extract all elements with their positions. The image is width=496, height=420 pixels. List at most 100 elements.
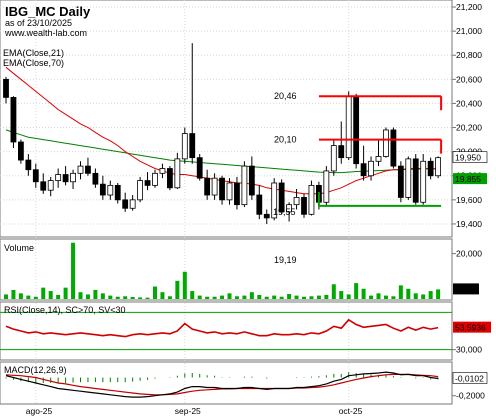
bear-candle — [40, 181, 47, 191]
bear-candle — [353, 95, 360, 165]
resistance-level-label: 20,46 — [274, 91, 297, 101]
ema21-label: EMA(Close,21) — [3, 48, 64, 58]
volume-bar — [63, 287, 68, 299]
bear-candle — [256, 194, 263, 215]
bear-candle — [3, 78, 9, 98]
volume-tick-label: 20,000 — [456, 249, 482, 259]
volume-bar — [71, 242, 76, 299]
volume-bar — [93, 289, 98, 299]
volume-bar — [182, 271, 187, 299]
bear-candle — [85, 165, 91, 174]
bear-candle — [204, 177, 211, 196]
volume-bar — [369, 295, 374, 299]
price-tick-label: 20,200 — [456, 123, 482, 133]
bull-candle — [152, 172, 158, 186]
rsi-last-label: 53,5936 — [455, 323, 486, 333]
volume-bar — [160, 292, 165, 299]
bear-candle — [219, 177, 225, 201]
volume-bar — [339, 291, 344, 299]
site-url: www.wealth-lab.com — [4, 28, 87, 38]
volume-bar — [421, 294, 426, 299]
volume-bar — [309, 296, 314, 299]
bull-candle — [271, 182, 278, 219]
bear-candle — [10, 97, 17, 143]
bull-candle — [375, 156, 382, 162]
volume-bar — [197, 295, 202, 299]
resistance-level-label: 20,10 — [274, 135, 297, 145]
last-price-box — [452, 151, 488, 163]
bull-candle — [286, 204, 293, 213]
volume-bar — [242, 295, 247, 299]
volume-bar — [220, 295, 225, 299]
bear-candle — [122, 199, 129, 209]
volume-bar — [78, 292, 83, 299]
volume-bar — [331, 284, 336, 299]
bull-candle — [368, 160, 374, 177]
bear-candle — [32, 169, 39, 183]
bear-candle — [196, 157, 203, 179]
price-tick-label: 19,400 — [456, 219, 482, 229]
bear-candle — [114, 184, 121, 201]
macd-last-label: -0,0102 — [455, 373, 484, 383]
bull-candle — [293, 197, 300, 206]
macd-layer — [5, 371, 439, 398]
rsi-last-box — [453, 321, 491, 333]
date-tick-label: oct-25 — [339, 406, 363, 416]
volume-bar — [11, 289, 16, 299]
volume-bar — [4, 294, 8, 299]
macd-line — [5, 371, 439, 398]
volume-bar — [205, 296, 210, 299]
bull-candle — [308, 184, 315, 215]
date-tick-label: sep-25 — [175, 406, 201, 416]
bear-candle — [360, 163, 367, 177]
bear-candle — [62, 174, 69, 183]
rsi-layer — [0, 311, 452, 351]
volume-last-label: 4,230 — [455, 284, 477, 294]
bear-candle — [338, 145, 345, 159]
bear-candle — [248, 165, 255, 196]
bear-candle — [301, 197, 307, 215]
price-tick-label: 21,200 — [456, 2, 482, 12]
price-tick-label: 20,600 — [456, 74, 482, 84]
volume-bar — [316, 295, 321, 299]
bull-candle — [211, 177, 218, 196]
volume-bar — [272, 295, 277, 299]
volume-bar — [33, 296, 38, 299]
bear-candle — [92, 172, 99, 185]
bull-candle — [174, 158, 181, 189]
bull-candle — [181, 133, 188, 160]
volume-bar — [130, 296, 135, 299]
bull-candle — [159, 168, 166, 174]
bear-candle — [397, 165, 404, 198]
volume-bar — [100, 293, 105, 299]
macd-tick-label: -0,2000 — [456, 391, 485, 401]
volume-bar — [138, 297, 143, 299]
volume-bar — [153, 286, 157, 299]
volume-bar — [249, 292, 254, 299]
volume-panel — [0, 238, 453, 301]
price-tick-label: 19,600 — [456, 195, 482, 205]
volume-bar — [108, 295, 113, 299]
bull-candle — [241, 165, 248, 206]
bull-candle — [345, 95, 352, 159]
rsi-panel — [0, 301, 453, 361]
volume-bar — [324, 294, 329, 299]
volume-bar — [56, 294, 61, 299]
volume-bar — [18, 293, 23, 299]
macd-last-box — [452, 372, 488, 384]
bear-candle — [166, 168, 173, 189]
bear-candle — [25, 159, 32, 171]
volume-bar — [85, 294, 90, 299]
bull-candle — [137, 180, 144, 201]
bear-candle — [99, 183, 106, 196]
bear-candle — [390, 129, 397, 167]
bull-candle — [70, 172, 76, 183]
price-panel — [0, 0, 453, 238]
date-tick-label: ago-25 — [26, 406, 53, 416]
volume-bar — [294, 295, 299, 299]
volume-bar — [190, 291, 195, 299]
macd-panel — [0, 361, 453, 405]
bull-candle — [77, 165, 84, 174]
